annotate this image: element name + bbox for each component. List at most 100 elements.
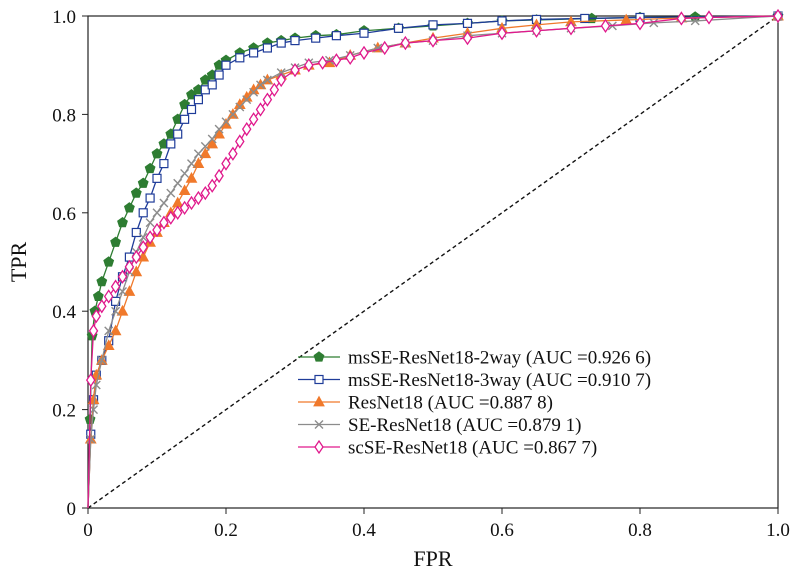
data-point-diamond — [152, 222, 162, 238]
data-point-diamond — [85, 372, 96, 388]
data-point-diamond — [262, 92, 273, 107]
data-point-x — [256, 80, 265, 90]
data-point-square — [166, 139, 176, 149]
data-point-pentagon — [103, 256, 115, 267]
data-point-diamond — [600, 18, 611, 34]
data-point-diamond — [359, 45, 369, 61]
legend-label: SE-ResNet18 (AUC =0.879 1) — [348, 415, 581, 436]
data-point-square — [235, 53, 245, 63]
data-point-triangle — [130, 265, 143, 277]
data-point-square — [200, 85, 210, 95]
x-tick-label: 0.8 — [628, 520, 652, 541]
series-diamond — [85, 8, 783, 509]
data-point-x — [180, 168, 190, 178]
data-point-x — [97, 355, 107, 365]
data-point-x — [187, 159, 196, 169]
legend-marker-diamond — [314, 439, 324, 455]
data-point-diamond — [124, 259, 135, 275]
data-point-triangle — [137, 250, 150, 262]
data-point-x — [214, 124, 224, 134]
data-point-diamond — [276, 72, 286, 88]
data-point-diamond — [131, 249, 142, 265]
data-point-triangle — [206, 137, 219, 149]
data-point-triangle — [192, 157, 205, 169]
data-point-diamond — [345, 50, 355, 65]
data-point-diamond — [97, 299, 107, 314]
data-point-diamond — [200, 185, 211, 201]
data-point-square — [145, 193, 155, 203]
data-point-x — [200, 141, 210, 151]
data-point-diamond — [186, 195, 197, 211]
data-point-x — [159, 198, 169, 208]
data-point-pentagon — [123, 202, 135, 213]
data-point-diamond — [462, 30, 473, 46]
data-point-diamond — [676, 11, 687, 26]
y-tick-label: 0.6 — [52, 204, 76, 225]
legend-label: ResNet18 (AUC =0.887 8) — [348, 393, 553, 414]
data-point-square — [207, 80, 217, 90]
data-point-x — [104, 326, 114, 336]
data-point-diamond — [531, 23, 542, 38]
data-point-pentagon — [130, 187, 142, 198]
data-point-pentagon — [96, 275, 108, 287]
data-point-x — [276, 68, 286, 78]
legend-item: ResNet18 (AUC =0.887 8) — [298, 393, 553, 414]
data-point-square — [331, 31, 341, 41]
data-point-diamond — [255, 102, 266, 117]
data-point-pentagon — [151, 148, 163, 159]
data-point-diamond — [214, 168, 224, 184]
data-point-x — [145, 218, 155, 228]
legend-marker-square — [314, 374, 324, 385]
data-point-pentagon — [137, 177, 149, 188]
data-point-diamond — [159, 215, 169, 230]
data-point-pentagon — [117, 216, 128, 228]
data-point-square — [138, 208, 148, 218]
legend-marker-pentagon — [313, 351, 325, 362]
data-point-triangle — [171, 196, 184, 208]
data-point-triangle — [199, 147, 212, 159]
x-axis-label: FPR — [413, 546, 452, 571]
data-point-diamond — [138, 240, 148, 255]
data-point-triangle — [116, 304, 129, 316]
data-point-pentagon — [92, 290, 104, 302]
series-layer — [84, 8, 784, 509]
data-point-diamond — [228, 146, 238, 161]
data-point-square — [152, 173, 162, 183]
data-point-pentagon — [110, 236, 122, 247]
data-point-square — [180, 114, 190, 124]
data-point-square — [193, 95, 203, 105]
legend-label: scSE-ResNet18 (AUC =0.867 7) — [348, 438, 597, 459]
data-point-square — [186, 104, 197, 115]
data-point-diamond — [207, 178, 217, 193]
data-point-square — [173, 129, 183, 139]
x-tick-label: 0 — [83, 520, 93, 541]
data-point-diamond — [304, 58, 314, 73]
data-point-diamond — [91, 308, 102, 324]
data-point-square — [359, 28, 369, 38]
data-point-diamond — [773, 8, 783, 24]
data-point-x — [649, 18, 659, 28]
data-point-diamond — [88, 323, 99, 339]
data-point-x — [249, 87, 259, 97]
data-point-square — [131, 227, 141, 238]
data-point-triangle — [109, 324, 122, 336]
data-point-square — [262, 43, 272, 53]
data-point-x — [86, 434, 96, 444]
legend-marker-triangle — [313, 395, 325, 407]
data-point-diamond — [379, 40, 390, 56]
data-point-pentagon — [144, 162, 156, 174]
x-tick-label: 0.2 — [214, 520, 238, 541]
legend-label: msSE-ResNet18-3way (AUC =0.910 7) — [348, 370, 651, 391]
data-point-diamond — [172, 205, 183, 220]
data-point-x — [235, 102, 245, 112]
y-tick-label: 0 — [67, 499, 77, 520]
data-point-diamond — [400, 35, 411, 51]
data-point-square — [311, 33, 321, 43]
data-point-diamond — [248, 112, 259, 127]
data-point-square — [159, 159, 169, 169]
chance-diagonal-line — [87, 15, 779, 509]
data-point-diamond — [428, 33, 438, 48]
data-point-diamond — [241, 121, 252, 137]
data-point-diamond — [103, 289, 114, 304]
